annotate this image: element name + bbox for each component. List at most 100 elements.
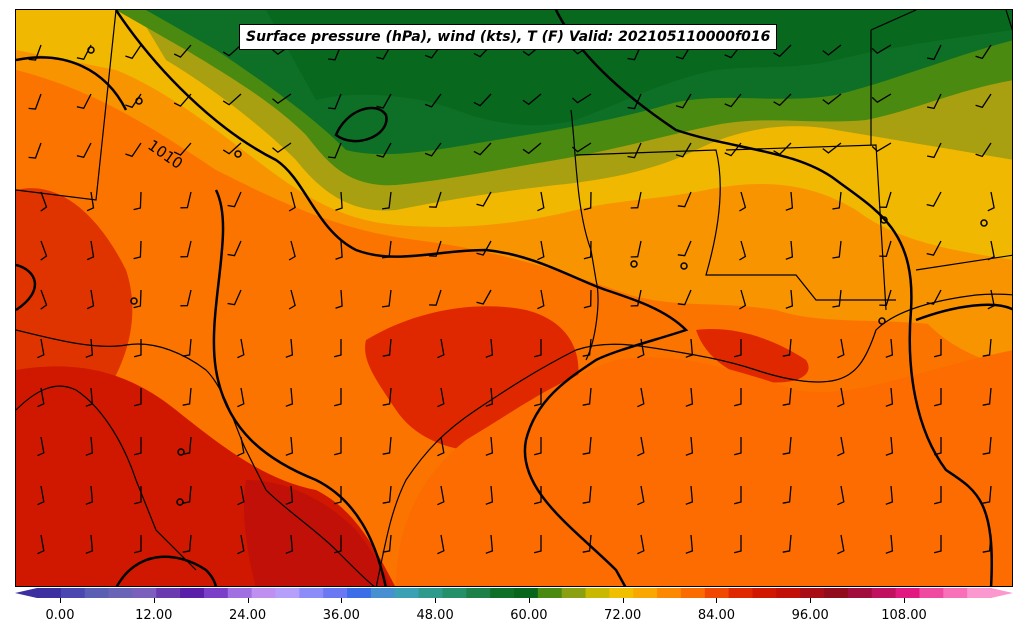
colorbar-ticks: 0.00 12.00 24.00 36.00 48.00 60.00 72.00 84.00 9…: [0, 598, 1022, 628]
colorbar-cell: [633, 588, 658, 598]
colorbar-cell: [442, 588, 467, 598]
wind-barb: [382, 191, 392, 210]
wind-barb: [739, 289, 747, 310]
boundary-mexico-rio-grande: [16, 329, 267, 491]
wind-barb: [134, 437, 142, 456]
wind-barb: [926, 240, 942, 256]
wind-barb: [677, 289, 692, 306]
wind-barb: [630, 289, 642, 307]
wind-barb: [534, 486, 542, 505]
wind-barbs: [28, 44, 995, 555]
wind-barb: [334, 437, 342, 456]
colorbar-cell: [585, 588, 610, 598]
boundary-florida: [915, 254, 1012, 271]
wind-barb: [134, 388, 142, 407]
wind-barb: [782, 485, 792, 504]
isobar-east: [554, 10, 993, 586]
wind-barb: [773, 44, 792, 58]
wind-barb: [382, 534, 392, 553]
wind-barb: [382, 240, 392, 259]
wind-barb: [173, 93, 192, 107]
wind-barb: [437, 534, 445, 555]
colorbar-tick-label: 72.00: [604, 608, 642, 623]
wind-barb: [630, 240, 642, 258]
wind-barb: [173, 44, 192, 58]
colorbar-cell: [323, 588, 348, 598]
wind-barb: [837, 436, 845, 457]
wind-barb: [522, 93, 542, 106]
wind-barb: [734, 535, 742, 554]
colorbar-cell: [203, 588, 229, 598]
wind-barb: [885, 387, 894, 407]
colorbar-cell: [275, 588, 300, 598]
wind-barb: [227, 289, 242, 306]
calm-marker: [630, 260, 638, 268]
wind-barb: [429, 191, 442, 208]
wind-barb: [335, 289, 343, 309]
colorbar-tick-mark: [904, 598, 905, 603]
wind-barb: [582, 436, 592, 455]
wind-barb: [782, 436, 792, 455]
wind-barb: [285, 387, 294, 407]
wind-barb: [637, 436, 645, 457]
colorbar-min-extend: [15, 588, 37, 598]
wind-barb: [926, 289, 942, 305]
wind-barb: [627, 142, 642, 159]
wind-barb: [785, 240, 794, 260]
wind-barb: [134, 535, 142, 554]
map-title: Surface pressure (hPa), wind (kts), T (F…: [239, 24, 778, 50]
wind-barb: [376, 142, 392, 158]
wind-barb: [637, 338, 645, 359]
wind-barb: [982, 338, 992, 357]
wind-barb: [37, 387, 45, 408]
wind-barb: [437, 436, 445, 457]
wind-barb: [376, 93, 392, 109]
colorbar-tick-mark: [153, 598, 155, 603]
boundary-alabama-north: [870, 10, 917, 145]
wind-barb: [86, 191, 95, 212]
wind-barb: [272, 142, 292, 154]
colorbar-cell: [704, 588, 730, 598]
wind-barb: [822, 93, 842, 105]
wind-barb: [785, 191, 794, 211]
colorbar-cell: [466, 588, 491, 598]
wind-barb: [382, 436, 392, 455]
wind-barb: [85, 485, 94, 505]
wind-barb: [237, 534, 245, 555]
wind-barb: [429, 240, 442, 257]
wind-barb: [885, 534, 894, 554]
wind-barb: [871, 142, 892, 153]
wind-barb: [476, 191, 492, 207]
wind-barb: [473, 142, 492, 156]
wind-barb: [334, 388, 342, 407]
calm-marker: [176, 498, 184, 506]
colorbar-cell: [752, 588, 777, 598]
colorbar-cell: [251, 588, 276, 598]
temperature-map: 1010: [16, 10, 1012, 586]
wind-barb: [822, 142, 842, 154]
wind-barb: [934, 535, 942, 554]
wind-barb: [537, 240, 545, 261]
wind-barb: [227, 191, 242, 208]
wind-barb: [437, 338, 445, 359]
wind-barb: [637, 534, 645, 555]
wind-barb: [288, 289, 296, 310]
boundary-louisiana-north: [575, 149, 896, 301]
colorbar-cell: [871, 588, 897, 598]
wind-barb: [987, 240, 995, 261]
wind-barb: [272, 93, 292, 105]
wind-barb: [982, 534, 992, 553]
wind-barb: [685, 436, 694, 456]
wind-barb: [473, 93, 492, 107]
wind-barb: [885, 436, 894, 456]
wind-barb: [335, 191, 343, 211]
wind-barb: [382, 289, 392, 308]
colorbar-cell: [514, 588, 539, 598]
wind-barb: [237, 338, 245, 359]
wind-barb: [885, 485, 894, 505]
wind-barb: [630, 191, 642, 209]
colorbar-cell: [919, 588, 944, 598]
coastline: [375, 293, 1012, 586]
wind-barb: [675, 93, 692, 109]
wind-barb: [180, 191, 192, 209]
